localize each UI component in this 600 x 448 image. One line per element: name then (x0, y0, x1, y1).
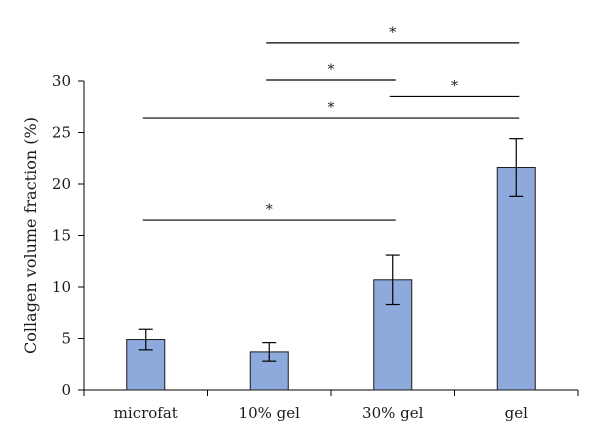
significance-star: * (328, 62, 335, 78)
bar (126, 339, 166, 391)
x-ticks: microfat 10% gel 30% gel gel (83, 390, 579, 422)
y-axis-label: Collagen volume fraction (%) (21, 117, 40, 354)
significance-star: * (328, 100, 335, 116)
significance-star: * (266, 202, 273, 218)
y-tick-label: 15 (52, 227, 71, 245)
error-bars (138, 138, 524, 362)
x-category-label: 30% gel (362, 404, 424, 422)
bar (496, 167, 536, 391)
y-tick-label: 10 (52, 278, 71, 296)
x-category-label: microfat (114, 404, 178, 422)
bars (126, 167, 536, 391)
y-tick-label: 20 (52, 175, 71, 193)
y-tick-label: 30 (52, 72, 71, 90)
y-tick-label: 0 (61, 381, 71, 399)
significance-star: * (451, 78, 458, 94)
significance-brackets: * * * * * (142, 25, 520, 221)
x-category-label: gel (505, 404, 528, 422)
significance-star: * (389, 25, 396, 41)
y-tick-label: 25 (52, 124, 71, 142)
x-category-label: 10% gel (239, 404, 301, 422)
y-ticks: 0 5 10 15 20 25 30 (52, 72, 84, 399)
y-tick-label: 5 (61, 330, 71, 348)
